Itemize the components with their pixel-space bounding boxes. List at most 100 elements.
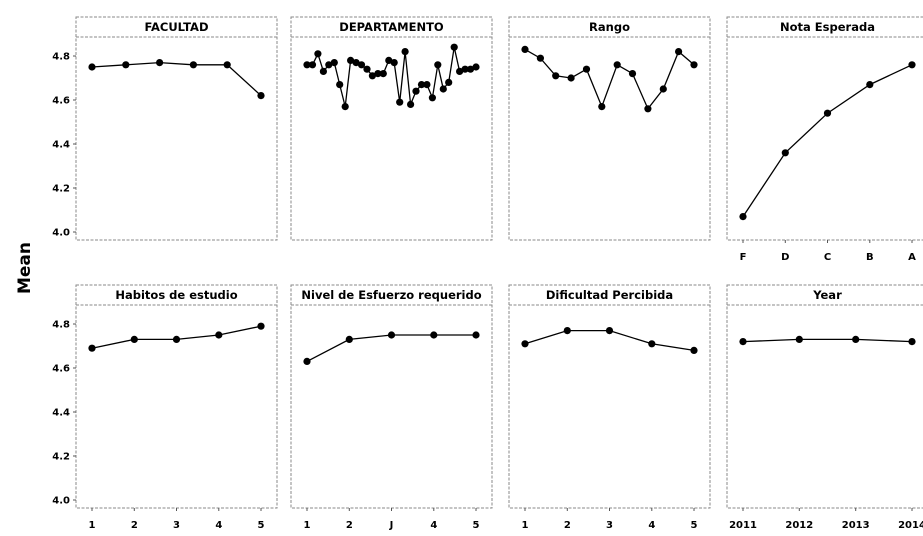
data-point [466, 65, 475, 73]
panel: Nivel de Esfuerzo requerido 1 2 J 4 5 [290, 284, 493, 531]
data-point [363, 65, 371, 73]
x-tick-label: J [389, 520, 394, 531]
data-point [644, 105, 652, 113]
data-point [598, 103, 606, 111]
data-point [88, 344, 96, 352]
data-point [303, 357, 311, 365]
panel: FACULTAD 4.8 4.6 4.4 4.2 4.0 [52, 16, 278, 241]
data-point [407, 100, 415, 108]
x-tick-label: D [781, 252, 789, 263]
series-line [524, 48, 695, 111]
y-axis-label: Mean [15, 242, 35, 294]
data-point [472, 331, 480, 339]
data-point [866, 81, 874, 89]
x-tick-label: 2 [131, 520, 138, 531]
panel-title: Rango [589, 20, 630, 34]
data-point [456, 67, 464, 75]
y-tick-label: 4.0 [52, 228, 70, 239]
data-point [215, 331, 223, 339]
x-tick-label: 5 [691, 520, 698, 531]
series-line [307, 47, 477, 107]
data-point [352, 59, 360, 67]
panel-title: Dificultad Percibida [546, 288, 673, 302]
data-point [823, 109, 832, 117]
data-point [690, 61, 698, 69]
data-point [434, 61, 442, 69]
data-point [536, 54, 545, 62]
data-point [781, 149, 789, 157]
data-point [379, 70, 387, 78]
data-point [390, 59, 398, 67]
panel-frame [508, 284, 711, 509]
x-tick-label: 4 [648, 520, 655, 531]
data-point [521, 340, 529, 348]
x-tick-label: 2012 [785, 520, 813, 531]
x-tick-label: 1 [304, 520, 311, 531]
data-point [385, 56, 393, 64]
panel: Year 2011 2012 2013 2014 [726, 284, 923, 531]
data-point [387, 331, 396, 339]
y-tick-label: 4.2 [52, 184, 70, 195]
panel: Habitos de estudio 4.8 4.6 4.4 4.2 4.0 1 2 3 4 5 [52, 284, 278, 531]
data-point [563, 327, 571, 335]
data-point [336, 81, 344, 89]
x-tick-label: 2 [346, 520, 353, 531]
data-point [739, 338, 747, 346]
x-tick-label: 3 [173, 520, 180, 531]
y-tick-label: 4.6 [52, 96, 70, 107]
panels-group: FACULTAD 4.8 4.6 4.4 4.2 4.0 DEPARTAMENTO Rango… [52, 16, 923, 531]
x-tick-label: 3 [606, 520, 613, 531]
panel-title: Habitos de estudio [115, 288, 237, 302]
y-tick-label: 4.4 [52, 140, 70, 151]
data-point [472, 63, 480, 71]
data-point [172, 335, 181, 343]
panel-frame [726, 284, 923, 509]
data-point [308, 61, 317, 69]
panel-frame [508, 16, 711, 241]
data-point [430, 331, 438, 339]
data-point [439, 85, 447, 93]
panel-frame [75, 16, 278, 241]
y-tick-label: 4.0 [52, 496, 70, 507]
series-line [742, 64, 913, 217]
data-point [401, 48, 409, 56]
x-tick-label: A [908, 252, 916, 263]
data-point [628, 70, 637, 78]
x-tick-label: 2013 [842, 520, 870, 531]
y-tick-label: 4.8 [52, 320, 70, 331]
data-point [605, 327, 614, 335]
data-point [330, 59, 338, 67]
panel: Rango [508, 16, 711, 241]
panel-title: FACULTAD [144, 20, 208, 34]
x-tick-label: 5 [258, 520, 265, 531]
panel-frame [290, 16, 493, 241]
data-point [552, 72, 560, 80]
data-point [908, 338, 916, 346]
data-point [445, 78, 453, 86]
y-tick-label: 4.8 [52, 52, 70, 63]
x-tick-label: 4 [215, 520, 222, 531]
data-point [428, 94, 436, 102]
data-point [690, 346, 698, 354]
data-point [675, 48, 683, 56]
data-point [613, 61, 621, 69]
y-tick-label: 4.2 [52, 452, 70, 463]
x-tick-label: 2011 [729, 520, 757, 531]
data-point [189, 61, 197, 69]
data-point [341, 103, 349, 111]
data-point [659, 85, 667, 93]
panel-title: Year [812, 288, 842, 302]
series-line [306, 334, 476, 362]
panel-frame [290, 284, 493, 509]
x-tick-label: 4 [430, 520, 437, 531]
data-point [648, 340, 656, 348]
x-tick-label: C [824, 252, 831, 263]
data-point [347, 56, 355, 64]
x-tick-label: B [866, 252, 874, 263]
data-point [345, 335, 353, 343]
data-point [374, 70, 382, 78]
data-point [461, 65, 469, 73]
data-point [368, 72, 376, 80]
x-tick-label: 2014 [898, 520, 923, 531]
